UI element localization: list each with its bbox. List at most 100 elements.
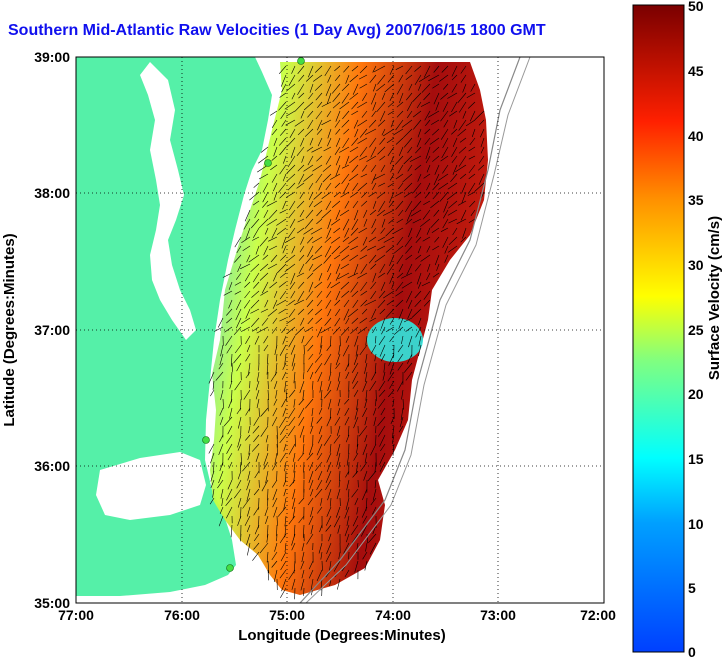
velocity-arrow	[297, 281, 305, 289]
velocity-arrow	[403, 155, 413, 165]
velocity-arrow	[337, 398, 341, 407]
velocity-arrow	[278, 416, 287, 429]
velocity-arrow	[306, 236, 314, 244]
velocity-arrow	[266, 551, 269, 563]
velocity-arrow	[281, 578, 287, 592]
velocity-arrow	[240, 461, 242, 472]
velocity-arrow	[372, 272, 377, 283]
velocity-arrow	[333, 515, 341, 528]
velocity-arrow	[425, 119, 431, 126]
radar-station-marker	[202, 436, 210, 444]
velocity-arrow	[208, 443, 215, 454]
velocity-arrow	[395, 155, 404, 165]
velocity-arrow	[417, 128, 422, 138]
velocity-arrow	[268, 209, 278, 220]
velocity-arrow	[358, 227, 368, 234]
velocity-arrow	[276, 299, 287, 306]
velocity-arrow	[284, 380, 287, 393]
velocity-arrow	[217, 317, 224, 328]
velocity-arrow	[350, 227, 359, 236]
velocity-arrow	[401, 281, 413, 289]
velocity-arrow	[378, 200, 386, 213]
velocity-arrow	[317, 506, 323, 514]
velocity-arrow	[272, 461, 278, 471]
velocity-arrow	[357, 182, 368, 192]
velocity-arrow	[233, 326, 242, 335]
velocity-arrow	[414, 263, 422, 272]
velocity-arrow	[400, 407, 404, 421]
velocity-arrow	[360, 299, 368, 307]
velocity-arrow	[237, 497, 242, 508]
velocity-arrow	[247, 506, 251, 517]
velocity-arrow	[415, 326, 422, 338]
velocity-arrow	[374, 353, 377, 362]
velocity-arrow	[260, 146, 269, 153]
velocity-arrow	[332, 92, 341, 102]
velocity-arrow	[279, 290, 287, 300]
velocity-arrow	[342, 137, 350, 149]
velocity-arrow	[265, 515, 269, 524]
velocity-arrow	[376, 245, 386, 251]
velocity-arrow	[342, 218, 350, 231]
velocity-arrow	[263, 344, 269, 352]
velocity-arrow	[308, 65, 314, 78]
velocity-arrow	[261, 281, 269, 294]
velocity-arrow	[327, 218, 332, 229]
velocity-arrow	[401, 119, 413, 128]
velocity-arrow	[305, 290, 314, 301]
velocity-arrow	[441, 146, 449, 159]
velocity-arrow	[443, 209, 449, 219]
velocity-arrow	[291, 578, 296, 590]
velocity-arrow	[474, 182, 485, 192]
velocity-arrow	[345, 335, 350, 343]
velocity-arrow	[385, 227, 395, 237]
velocity-arrow	[298, 74, 305, 82]
velocity-arrow	[403, 317, 413, 323]
velocity-arrow	[408, 227, 413, 238]
velocity-arrow	[359, 155, 368, 161]
x-tick-label: 72:00	[580, 607, 616, 623]
velocity-arrow	[308, 281, 314, 293]
velocity-arrow	[309, 371, 314, 380]
velocity-arrow	[361, 110, 368, 118]
velocity-arrow	[418, 83, 422, 91]
map-title: Southern Mid-Atlantic Raw Velocities (1 …	[8, 22, 546, 39]
velocity-arrow	[266, 362, 269, 375]
velocity-arrow	[315, 92, 323, 101]
velocity-arrow	[319, 524, 323, 533]
velocity-arrow	[325, 470, 332, 484]
velocity-arrow	[273, 569, 278, 582]
velocity-arrow	[351, 533, 359, 544]
velocity-arrow	[334, 299, 341, 306]
velocity-arrow	[396, 83, 404, 95]
velocity-arrow	[319, 380, 323, 393]
velocity-arrow	[377, 425, 386, 437]
velocity-arrow	[298, 263, 305, 274]
velocity-arrow	[323, 434, 332, 446]
velocity-arrow	[357, 119, 368, 127]
velocity-arrow	[313, 200, 323, 208]
velocity-arrow	[316, 290, 323, 298]
velocity-arrow	[381, 128, 386, 136]
velocity-arrow	[267, 353, 269, 364]
velocity-arrow	[401, 272, 413, 279]
velocity-arrow	[233, 488, 242, 499]
velocity-arrow	[208, 371, 215, 384]
velocity-arrow	[303, 344, 305, 355]
velocity-arrow	[285, 389, 288, 402]
velocity-arrow	[398, 263, 404, 272]
velocity-arrow	[412, 92, 422, 103]
velocity-arrow	[424, 137, 431, 145]
velocity-arrow	[240, 263, 251, 270]
velocity-arrow	[288, 515, 296, 525]
velocity-arrow	[246, 254, 251, 263]
velocity-arrow	[288, 389, 296, 398]
velocity-arrow	[457, 128, 467, 137]
velocity-arrow	[352, 200, 359, 209]
velocity-arrow	[318, 425, 323, 435]
velocity-arrow	[279, 254, 287, 261]
velocity-arrow	[291, 542, 296, 551]
velocity-arrow	[300, 137, 305, 147]
velocity-arrow	[337, 578, 341, 590]
velocity-arrow	[347, 308, 359, 318]
